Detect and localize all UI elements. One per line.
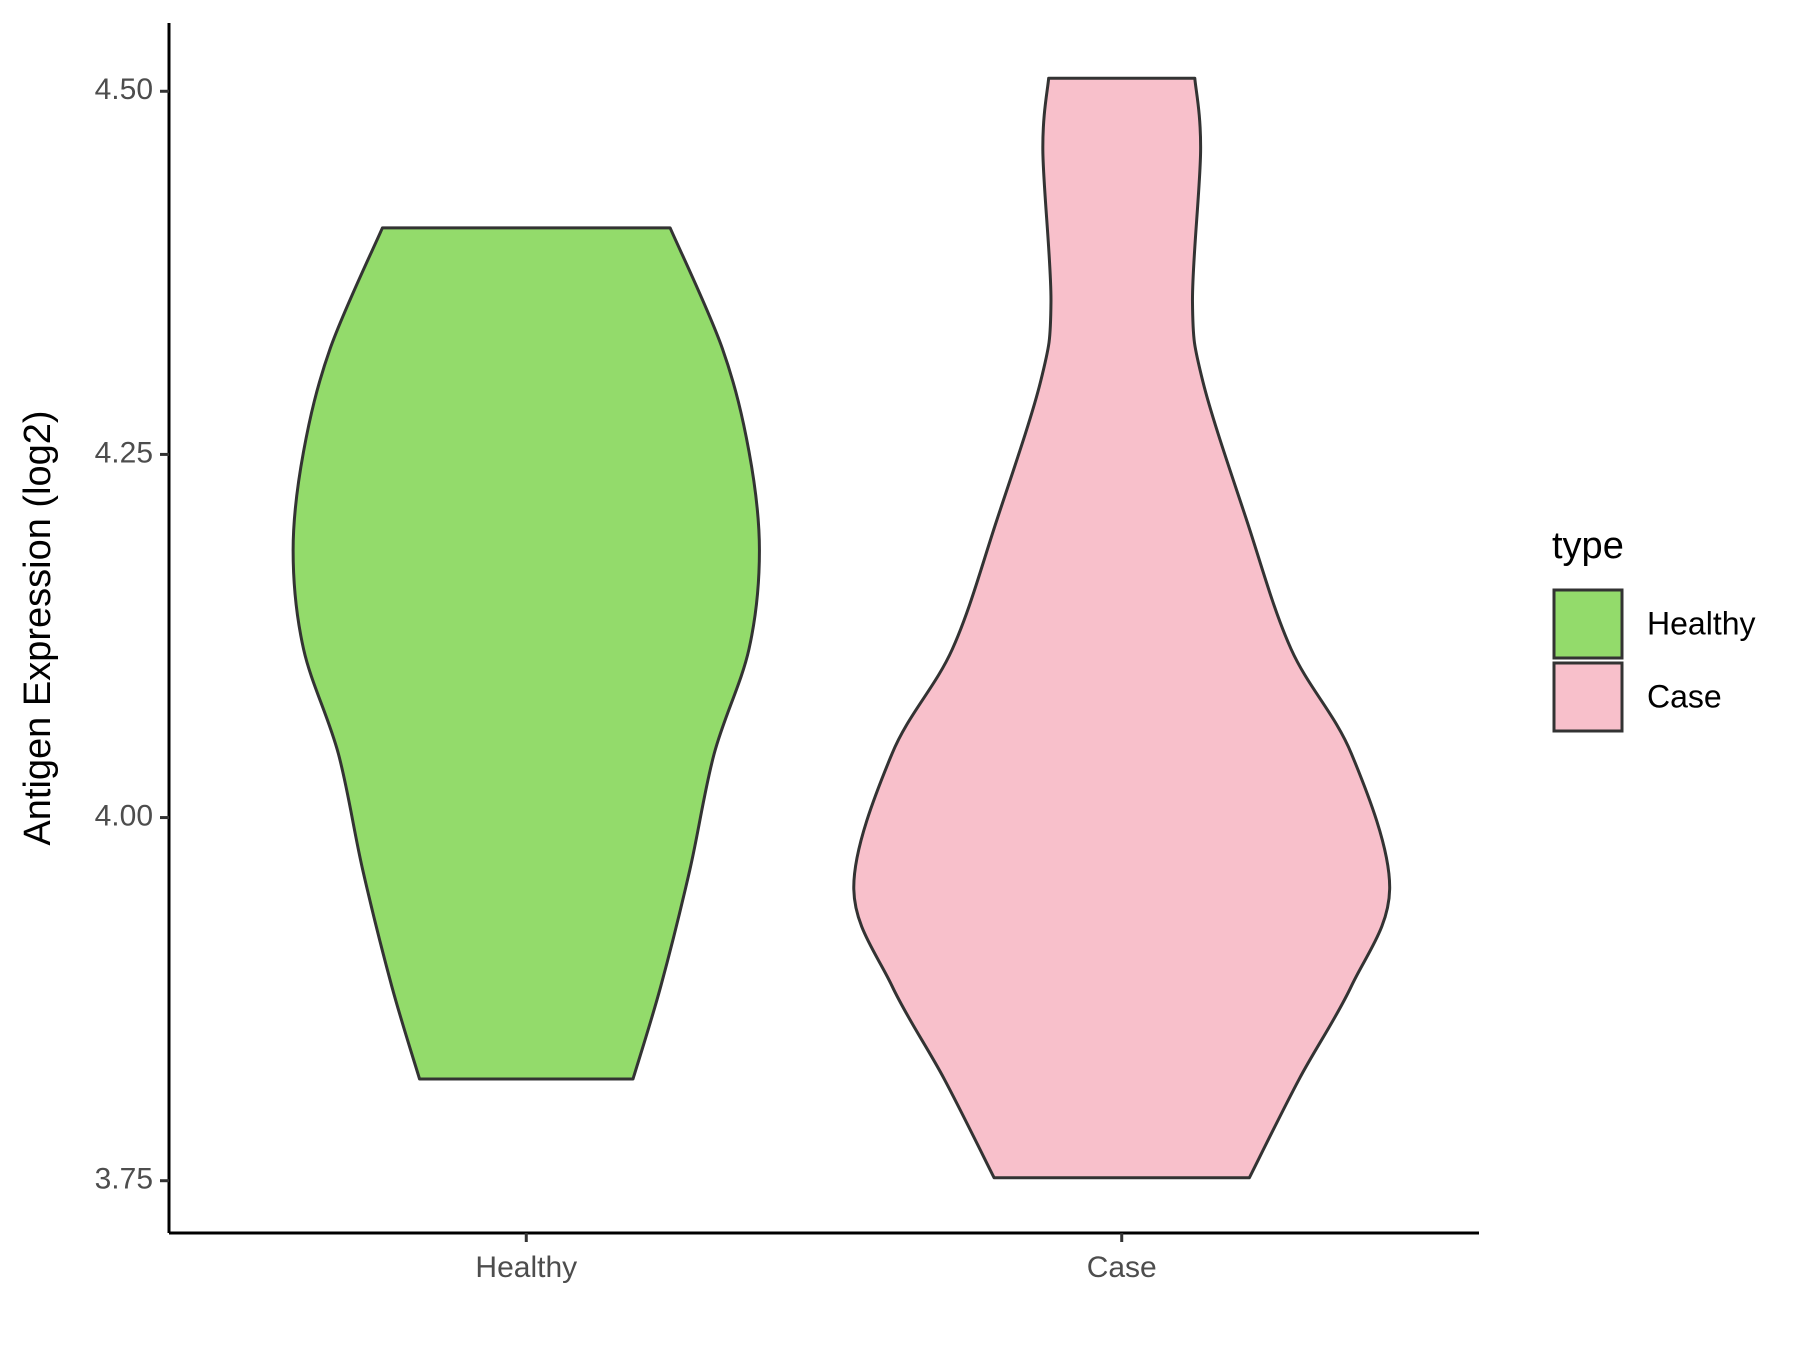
- x-tick-label: Healthy: [475, 1251, 577, 1284]
- y-axis-title: Antigen Expression (log2): [17, 410, 59, 845]
- legend-label: Case: [1647, 678, 1722, 714]
- y-tick-label: 4.25: [95, 436, 153, 469]
- legend-key: [1552, 588, 1624, 660]
- x-tick-label: Case: [1087, 1251, 1157, 1284]
- legend-key: [1552, 661, 1624, 733]
- y-tick-label: 4.00: [95, 799, 153, 832]
- violin: [291, 226, 761, 1081]
- legend-title: type: [1552, 525, 1624, 567]
- y-tick-label: 3.75: [95, 1163, 153, 1196]
- y-tick-label: 4.50: [95, 73, 153, 106]
- violin: [852, 76, 1392, 1180]
- legend-label: Healthy: [1647, 605, 1756, 641]
